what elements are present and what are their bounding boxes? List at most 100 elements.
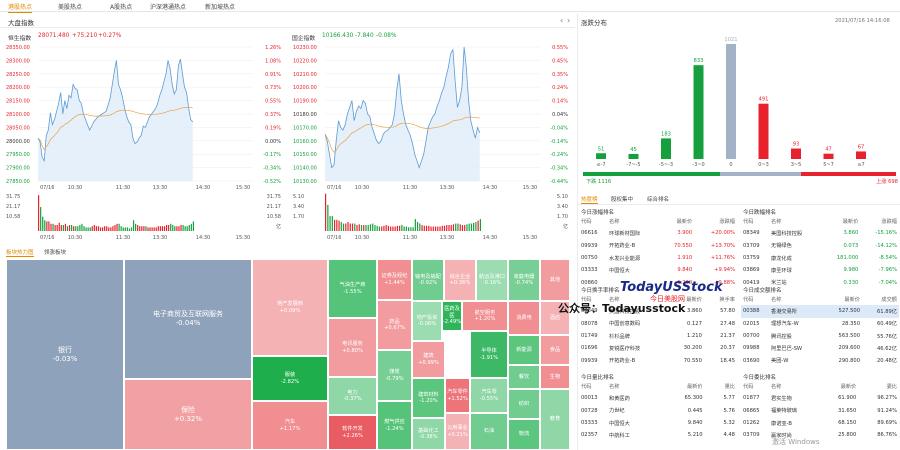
table-row[interactable]: 01749 杉杉品牌 1.210 21.37 [581,333,735,340]
sector-cell[interactable]: 建筑 +0.99% [412,341,445,378]
sector-cell[interactable]: 半导体 -1.91% [470,331,508,378]
sector-cell[interactable]: 消费电 [508,301,540,335]
table-row[interactable]: 01262 康诺亚-B 68.150 89.69% [743,420,897,427]
sector-cell[interactable]: 建筑材料 -1.20% [412,378,445,418]
chevron-right-icon[interactable]: › [567,16,571,25]
sector-cell[interactable]: 食品 [540,335,570,365]
table-row[interactable]: 06865 福莱特玻璃 31.650 91.24% [743,407,897,415]
sector-cell[interactable]: 气油生产商 -1.55% [328,259,377,318]
sector-cell[interactable]: 航运及港口 -0.16% [476,259,508,301]
table-row[interactable]: 03759 康龙化成 181.000 -8.54% [743,255,897,262]
sector-cell[interactable]: 新能源 [508,335,540,365]
sector-cell[interactable]: 燃气供应 -1.24% [377,401,412,450]
volume-bar [340,222,342,231]
table-row[interactable]: 00860 1.230 +9.88% [581,279,735,286]
volume-bar [385,225,387,231]
sector-cell[interactable]: 纺织 [508,389,540,419]
tab-heat[interactable]: 热度榜 [581,197,598,204]
table-row[interactable]: 01696 复锐医疗科技 30.200 20.37 [581,345,735,352]
volume-bar [358,224,360,231]
sector-cell[interactable]: 药品 +0.67% [377,300,412,350]
table-row[interactable]: 00388 香港交易所 527.500 61.89亿 [741,305,899,318]
sector-cell[interactable]: 物流 [508,419,540,450]
table-row[interactable]: 03690 美团-W 290.800 20.48亿 [743,357,897,365]
sector-cell[interactable]: 医药及医 -2.49% [442,301,462,331]
volume-bar [448,225,450,231]
table-row[interactable]: 03869 康圣环球 9.980 -7.96% [743,267,897,274]
sector-cell[interactable]: 电讯服务 +0.80% [328,318,377,377]
y-tick-label: 28300.00 [6,58,30,64]
table-row[interactable]: 08349 美国科技控股 3.860 -15.16% [743,230,897,237]
sector-cell[interactable]: 石油 [470,413,508,450]
ranking-title: 今日量比排名 [581,375,615,381]
sector-cell[interactable]: 电子商贸及互联网服务 -0.04% [124,259,252,379]
tab-sg-hot[interactable]: 新加坡热点 [205,4,236,11]
vol-x-tick-label: 14:30 [196,235,210,241]
sector-cell[interactable]: 软件开发 +2.26% [328,415,377,450]
table-row[interactable]: 00750 水发兴业能源 1.910 +11.76% [581,255,735,262]
table-row[interactable]: 09939 开拓药业-B 70.550 +13.70% [581,242,735,250]
y-pct-tick-label: 0.55% [265,99,281,105]
volume-bar [437,226,439,231]
tab-us-hot[interactable]: 美股热点 [58,4,83,11]
sector-cell[interactable]: 汽车零 -0.55% [470,378,508,413]
sector-cell[interactable]: 地产发展商 +0.09% [252,259,328,356]
volume-bar [432,226,434,231]
sector-cell[interactable]: 银行 -0.03% [6,259,124,450]
ranking-table: 代码 名称 最新价 量比 00013 和黄医药 65.300 5.77 00728 力世纪 0.44… [579,380,737,441]
table-row[interactable]: 03333 中国恒大 9.840 5.32 [581,420,735,427]
sector-cell[interactable]: 餐饮 [508,365,540,389]
table-row[interactable]: 06616 环球新材国际 3.900 +20.00% [581,230,735,237]
tab-hk-hot[interactable]: 港股热点 [8,4,33,13]
table-row[interactable]: 02015 理想汽车-W 28.350 60.49亿 [743,320,897,328]
sector-cell[interactable]: 基础化工 -0.38% [412,418,445,450]
volume-bar [85,227,87,231]
chevron-left-icon[interactable]: ‹ [560,16,564,25]
tab-concentration[interactable]: 股权集中 [611,197,634,203]
sector-cell[interactable]: 其他 [540,259,570,301]
sector-cell[interactable]: 家庭电器 -0.74% [508,259,540,301]
y-tick-label: 10150.00 [293,152,317,158]
sector-cell[interactable]: 汽车零件 +1.52% [445,378,470,413]
vol-x-tick-label: 15:30 [236,235,250,241]
table-row[interactable]: 08349 美国科技控股 3.860 57.80 [581,308,735,315]
table-row[interactable]: 09939 开拓药业-B 70.550 18.45 [581,357,735,365]
table-row[interactable]: 00728 力世纪 0.445 5.76 [581,407,735,415]
sector-cell[interactable]: 生物 [540,365,570,389]
table-row[interactable]: 03709 无锡绿色 0.073 -14.12% [743,242,897,250]
sector-cell[interactable]: 地产投资 -0.06% [412,301,442,341]
table-row[interactable]: 00419 米兰站 0.330 -7.04% [743,279,897,287]
sector-cell[interactable]: 公用事业 +0.21% [445,413,470,450]
sector-change: -1.91% [479,354,499,361]
sector-cell[interactable]: 煤炭 -0.79% [377,350,412,401]
sector-cell[interactable]: 保险 +0.32% [124,379,252,450]
table-row[interactable]: 09988 阿里巴巴-SW 209.600 46.62亿 [743,345,897,352]
table-row[interactable]: 02357 中航科工 5.210 4.48 [581,432,735,439]
table-row[interactable]: 08078 中国创意数码 0.127 27.48 [581,320,735,328]
tab-composite[interactable]: 综合排名 [647,197,670,203]
sector-cell[interactable]: 汽车 +1.17% [252,401,328,450]
volume-bar [363,225,365,231]
sector-name: 生物 [549,373,561,380]
sector-cell[interactable]: 服装 -2.82% [252,356,328,401]
table-row[interactable]: 01877 君实生物 61.900 96.27% [743,395,897,402]
sector-cell[interactable]: 教育 [540,389,570,450]
sector-cell[interactable]: 综合企业 +0.36% [444,259,476,301]
table-row[interactable]: 03333 中国恒大 9.840 +9.94% [581,267,735,274]
sector-cell[interactable]: 电力 -0.37% [328,377,377,415]
sector-cell[interactable]: 证券及经纪 +1.44% [377,259,412,300]
tab-leading-sectors[interactable]: 领涨板块 [44,250,67,256]
tab-connect-hot[interactable]: 沪深港通热点 [150,4,187,11]
table-row[interactable]: 00013 和黄医药 65.300 5.77 [581,395,735,402]
volume-bar [401,225,403,231]
hzi-chart[interactable]: 10230.00 0.55% 10220.00 0.45% 10210.00 0.35% 1… [287,41,575,243]
volume-bar [443,225,446,231]
table-row[interactable]: 03709 赢家时尚 25.800 86.76% [743,432,897,439]
tab-a-hot[interactable]: A股热点 [110,4,133,11]
sector-cell[interactable]: 输电及输配 -0.92% [412,259,444,301]
hsi-chart[interactable]: 28350.00 1.26% 28300.00 1.08% 28250.00 0.91% 2… [0,41,287,243]
sector-cell[interactable]: 酒店 [540,301,570,335]
sector-cell[interactable]: 航空服务 +1.20% [462,301,508,331]
tab-sector-heatmap[interactable]: 板块热力图 [6,250,34,257]
table-row[interactable]: 00700 腾讯控股 563.500 55.76亿 [743,333,897,340]
